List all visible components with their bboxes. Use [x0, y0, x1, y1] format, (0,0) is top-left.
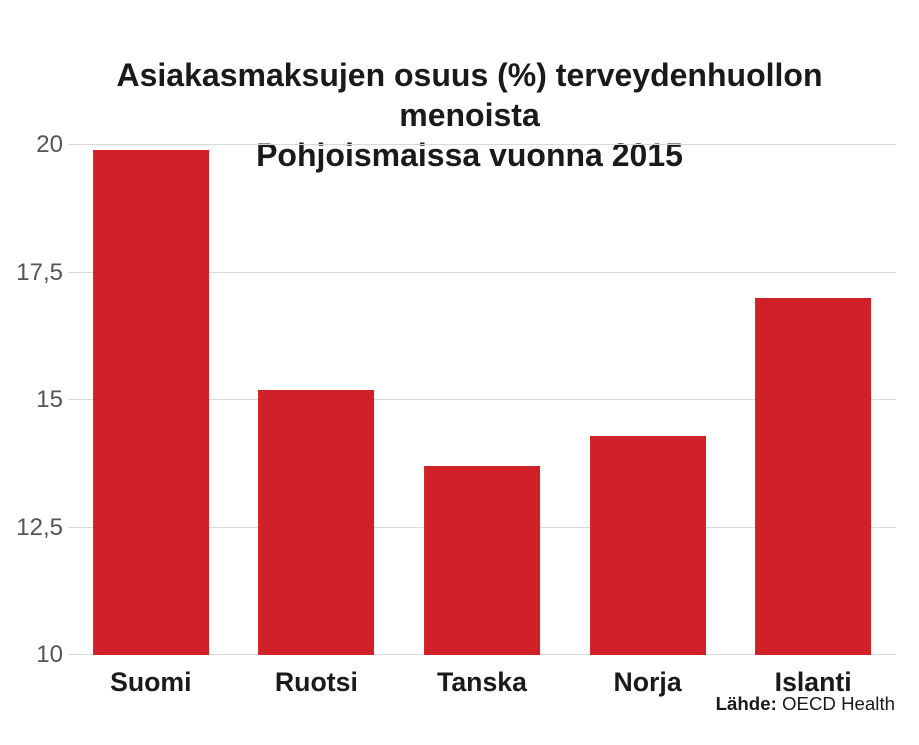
x-category-label: Ruotsi — [275, 667, 358, 698]
y-tick-label: 10 — [13, 641, 63, 669]
bar-slot: Tanska — [399, 145, 565, 655]
source-credit: Lähde: OECD Health — [716, 693, 895, 715]
x-category-label: Suomi — [110, 667, 191, 698]
bar — [590, 436, 706, 655]
chart-title-line-1: Asiakasmaksujen osuus (%) terveydenhuoll… — [117, 57, 823, 133]
bar — [258, 390, 374, 655]
source-text: OECD Health — [782, 693, 895, 714]
y-tick-label: 20 — [13, 131, 63, 159]
y-tick-label: 12,5 — [13, 514, 63, 542]
plot-area: 10 12,5 15 17,5 20 Suomi Ruotsi Tanska N… — [68, 145, 896, 655]
y-tick-label: 17,5 — [13, 259, 63, 287]
x-category-label: Tanska — [437, 667, 527, 698]
source-label: Lähde: — [716, 693, 777, 714]
y-tick-label: 15 — [13, 386, 63, 414]
bar — [93, 150, 209, 655]
bar — [424, 466, 540, 655]
x-category-label: Norja — [614, 667, 682, 698]
bar-slot: Islanti — [730, 145, 896, 655]
bar — [755, 298, 871, 655]
bar-slot: Suomi — [68, 145, 234, 655]
bars-group: Suomi Ruotsi Tanska Norja Islanti — [68, 145, 896, 655]
bar-slot: Norja — [565, 145, 731, 655]
chart-container: Asiakasmaksujen osuus (%) terveydenhuoll… — [0, 0, 919, 745]
bar-slot: Ruotsi — [234, 145, 400, 655]
